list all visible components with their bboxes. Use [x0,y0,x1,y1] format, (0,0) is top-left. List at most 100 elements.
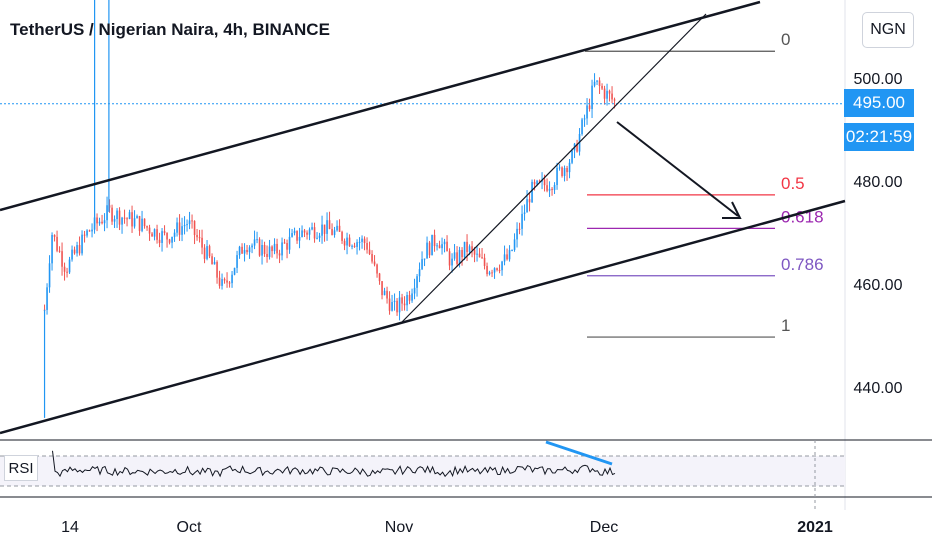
candle-body [431,234,433,256]
candle-body [378,273,381,282]
candle-body [416,276,418,288]
candle-body [196,235,198,238]
candle-body [333,230,336,235]
candle-body [63,266,66,272]
price-tick-label: 500.00 [854,71,903,88]
candle-body [111,207,113,222]
candle-body [473,249,476,255]
candle-body [251,245,253,248]
candle-body [381,281,383,296]
time-tick-label: 14 [61,519,79,536]
candle-body [441,244,443,249]
candle-body [388,298,391,311]
currency-badge[interactable]: NGN [862,12,914,48]
candle-body [606,90,608,99]
candle-body [53,234,56,237]
candle-body [293,230,296,234]
candle-body [438,245,441,249]
rsi-divergence-line[interactable] [545,440,613,466]
candle-body [213,261,216,265]
candle-body [271,246,273,252]
candle-body [448,251,451,266]
price-tick-label: 460.00 [854,277,903,294]
candle-body [233,267,236,275]
candle-body [466,241,468,252]
candle-body [51,234,53,264]
candle-body [183,225,186,227]
candle-body [358,241,361,243]
candle-body [226,280,228,283]
candle-body [168,239,171,243]
candle-body [593,81,596,86]
candle-body [261,244,263,256]
candle-body [246,249,248,253]
candle-body [68,259,71,273]
channel-lower-trendline[interactable] [0,199,846,435]
candle-body [458,249,461,264]
candle-body [116,210,118,220]
candle-body [443,241,446,245]
candle-body [303,230,306,233]
candle-body [71,249,73,260]
candle-body [131,212,133,227]
candle-body [221,279,223,286]
candle-body [263,244,266,254]
candle-body [206,246,208,259]
candle-body [286,243,288,250]
candle-body [56,236,58,251]
candle-body [91,229,93,232]
candle-body [471,246,473,250]
candle-body [503,254,506,262]
candle-body [186,224,188,226]
candle-body [291,233,293,237]
candle-body [531,181,533,203]
candle-body [373,261,376,265]
candle-body [78,245,81,254]
candle-body [73,249,76,254]
candle-body [478,253,481,258]
candle-body [376,264,378,274]
candle-body [46,287,48,310]
candle-body [498,269,501,271]
candlestick-series [43,0,616,418]
candle-body [236,255,238,268]
price-tick-label: 480.00 [854,174,903,191]
candle-body [276,243,278,254]
fib-level-label: 0 [781,30,790,49]
rsi-line [52,450,616,478]
candle-body [103,220,106,224]
candle-body [368,249,371,255]
candle-body [511,249,513,251]
candle-body [313,227,316,239]
candle-body [528,199,531,203]
candle-body [493,268,496,273]
candle-body [608,90,611,94]
candle-body [601,85,603,89]
last-price-tag: 495.00 [844,89,914,117]
channel-upper-trendline[interactable] [0,0,761,212]
candle-body [323,224,326,234]
candle-body [591,85,593,110]
rsi-label[interactable]: RSI [4,455,38,481]
candle-body [163,231,166,233]
candle-body [191,220,193,222]
fibonacci-retracement[interactable]: 0 0.5 0.618 0.786 1 [585,30,824,338]
candle-body [356,242,358,247]
projection-arrow[interactable] [616,121,739,217]
candle-body [526,199,528,213]
candle-body [348,237,351,247]
candle-body [568,162,571,173]
candle-body [588,105,591,110]
candle-body [113,219,116,222]
candle-body [301,230,303,237]
candle-body [318,235,321,238]
candle-body [61,251,63,267]
candle-body [316,237,318,239]
candle-body [586,105,588,119]
support-trendline[interactable] [401,13,707,323]
time-axis: 14 Oct Nov Dec 2021 [61,519,833,536]
candle-body [476,253,478,255]
candle-body [391,302,393,311]
candle-body [563,168,566,176]
